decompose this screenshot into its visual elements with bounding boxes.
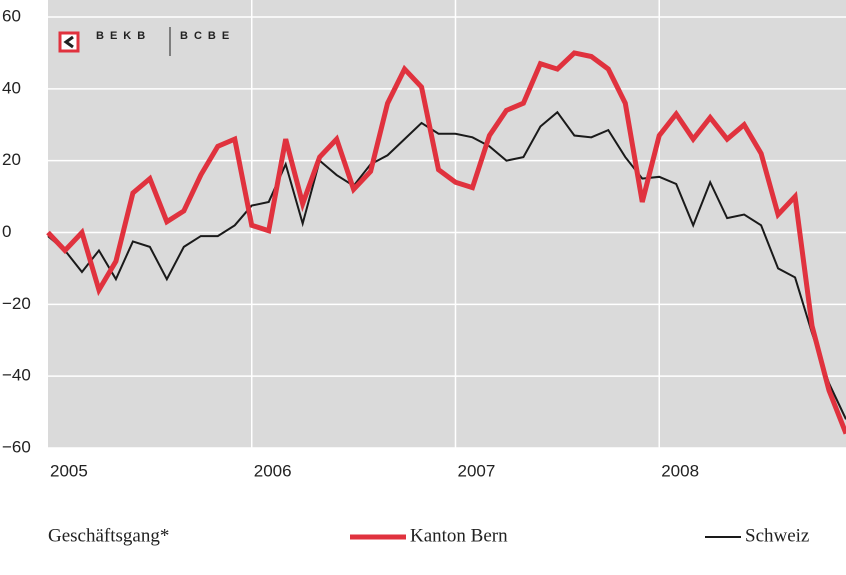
- logo-text: BCBE: [180, 30, 235, 42]
- series-line: [47, 110, 846, 420]
- y-tick-label: 40: [2, 78, 21, 97]
- legend-label: Kanton Bern: [410, 525, 508, 546]
- x-tick-label: 2008: [661, 461, 699, 480]
- logo-text: BEKB: [96, 30, 151, 42]
- y-tick-label: 60: [2, 6, 21, 25]
- y-tick-label: 0: [2, 222, 11, 241]
- x-tick-label: 2006: [254, 461, 292, 480]
- caption: Geschäftsgang*: [48, 525, 169, 546]
- y-tick-label: −60: [2, 437, 31, 456]
- plot-background: [48, 0, 846, 448]
- y-tick-label: 20: [2, 150, 21, 169]
- x-tick-label: 2007: [457, 461, 495, 480]
- x-tick-label: 2005: [50, 461, 88, 480]
- y-tick-label: −40: [2, 366, 31, 385]
- y-tick-label: −20: [2, 294, 31, 313]
- legend-label: Schweiz: [745, 525, 809, 546]
- series-line: [46, 50, 846, 435]
- logo-arrow: [63, 35, 74, 49]
- logo-mark: [58, 31, 80, 53]
